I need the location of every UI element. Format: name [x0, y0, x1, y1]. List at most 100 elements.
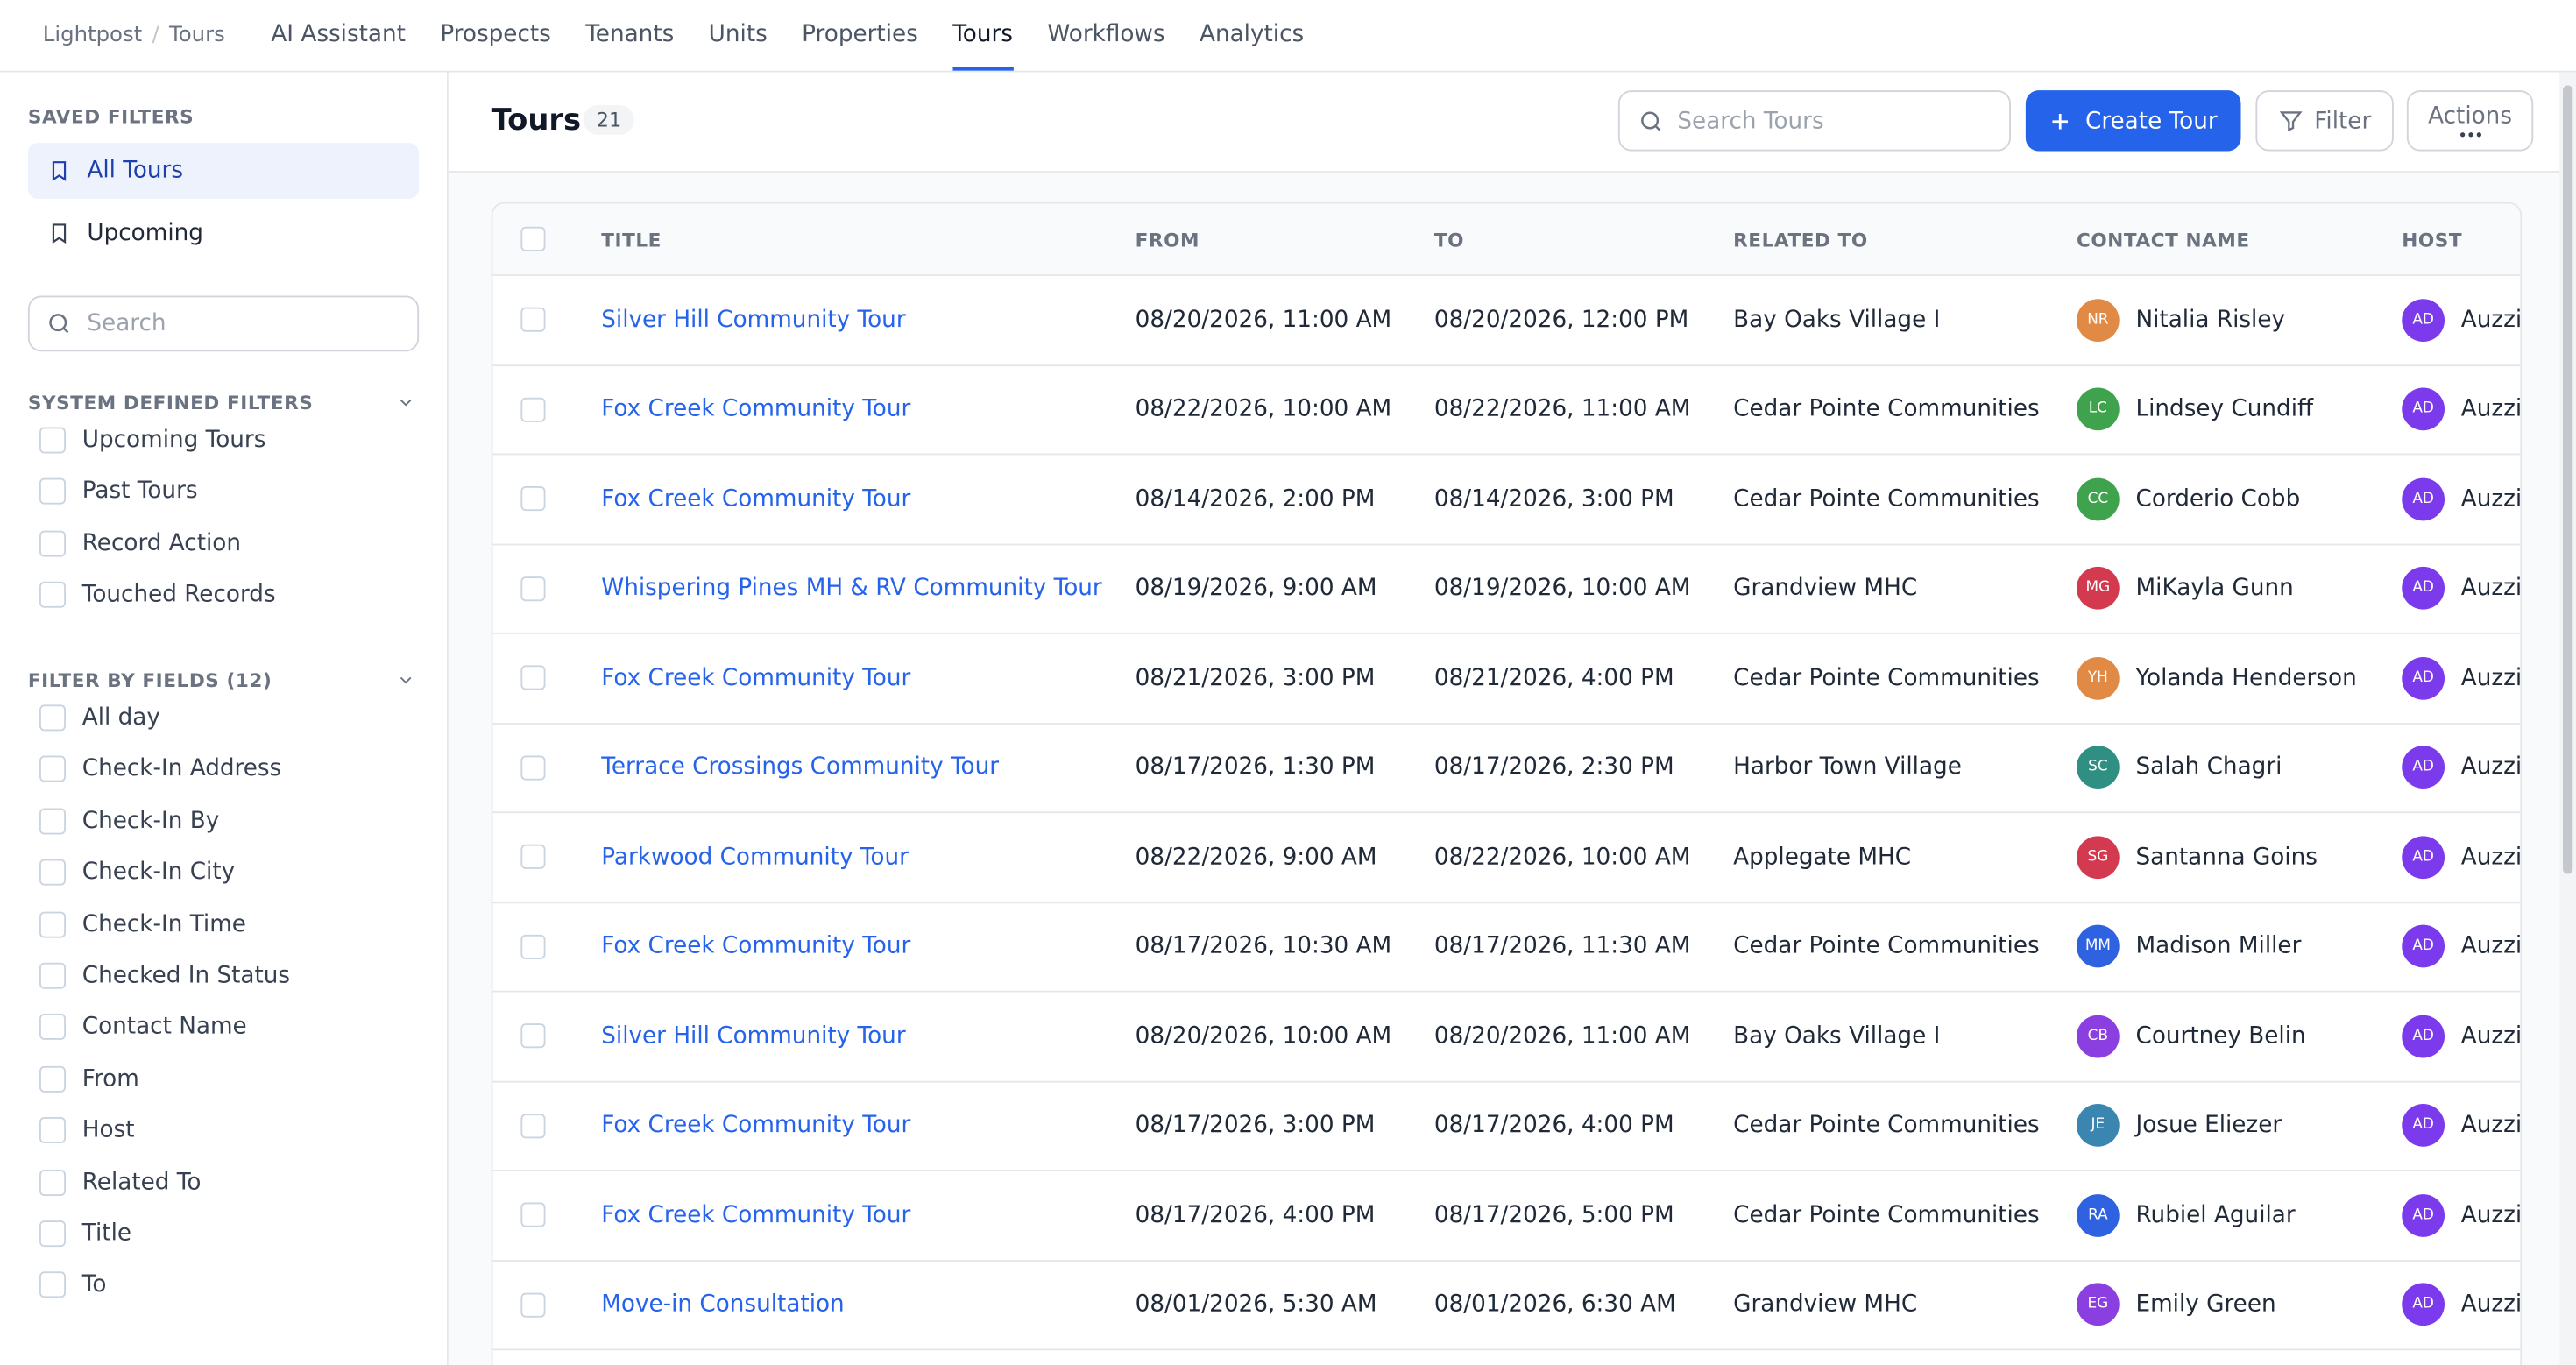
checkbox[interactable] [520, 1023, 546, 1049]
breadcrumb-root[interactable]: Lightpost [42, 23, 143, 48]
tour-title-link[interactable]: Whispering Pines MH & RV Community Tour [601, 575, 1102, 602]
filter-label: Check-In By [81, 808, 220, 835]
create-button[interactable]: Create Tour [2025, 90, 2241, 152]
tour-title-link[interactable]: Parkwood Community Tour [601, 844, 909, 871]
filter-option[interactable]: Checked In Status [39, 962, 290, 989]
checkbox[interactable] [39, 1271, 66, 1298]
actions-button[interactable]: Actions [2406, 90, 2534, 152]
filter-option[interactable]: To [39, 1271, 106, 1298]
checkbox[interactable] [39, 808, 66, 835]
checkbox[interactable] [39, 530, 66, 557]
nav-tab[interactable]: AI Assistant [271, 21, 406, 48]
to-cell: 08/17/2026, 4:00 PM [1433, 1112, 1674, 1139]
filter-button[interactable]: Filter [2255, 90, 2394, 152]
checkbox[interactable] [520, 755, 546, 781]
saved-filter[interactable]: Upcoming [28, 205, 419, 261]
tour-title-link[interactable]: Fox Creek Community Tour [601, 1202, 911, 1229]
filter-option[interactable]: Related To [39, 1169, 201, 1196]
sidebar-search[interactable]: Search [27, 295, 420, 352]
checkbox[interactable] [39, 478, 66, 506]
host-cell: AD Auzzi [2402, 1261, 2520, 1348]
host-cell: AD Auzzi [2402, 455, 2520, 542]
avatar: AD [2402, 477, 2445, 520]
nav-tab[interactable]: Tenants [585, 21, 675, 48]
host-name: Auzzi [2460, 575, 2523, 602]
filter-option[interactable]: Check-In By [39, 808, 220, 835]
checkbox[interactable] [520, 934, 546, 959]
column-header[interactable]: RELATED TO [1733, 227, 1868, 251]
column-header[interactable]: FROM [1135, 227, 1200, 251]
checkbox[interactable] [520, 308, 546, 333]
column-header[interactable]: CONTACT NAME [2077, 227, 2250, 251]
nav-tab[interactable]: Prospects [440, 21, 551, 48]
contact-name: Courtney Belin [2135, 1022, 2306, 1050]
column-header[interactable]: TO [1433, 227, 1465, 251]
checkbox[interactable] [39, 704, 66, 732]
contact-name: Josue Eliezer [2135, 1112, 2282, 1139]
checkbox[interactable] [39, 427, 66, 454]
to-cell: 08/19/2026, 10:00 AM [1433, 575, 1691, 602]
checkbox[interactable] [39, 962, 66, 989]
tour-title-link[interactable]: Fox Creek Community Tour [601, 933, 911, 960]
tour-title-link[interactable]: Terrace Crossings Community Tour [601, 754, 1000, 782]
checkbox[interactable] [520, 1202, 546, 1228]
filter-option[interactable]: All day [39, 704, 160, 732]
filter-option[interactable]: Past Tours [39, 478, 198, 506]
column-header[interactable]: HOST [2402, 227, 2463, 251]
nav-tab[interactable]: Units [708, 21, 768, 48]
tour-title-link[interactable]: Fox Creek Community Tour [601, 664, 911, 691]
to-cell: 08/20/2026, 11:00 AM [1433, 1022, 1691, 1050]
tour-title-link[interactable]: Fox Creek Community Tour [601, 485, 911, 513]
checkbox[interactable] [39, 859, 66, 886]
checkbox[interactable] [39, 1169, 66, 1196]
nav-tab[interactable]: Tours [952, 0, 1013, 71]
checkbox[interactable] [39, 1065, 66, 1093]
search-input[interactable]: Search Tours [1617, 90, 2011, 152]
checkbox[interactable] [520, 845, 546, 870]
checkbox[interactable] [520, 397, 546, 422]
tour-title-link[interactable]: Silver Hill Community Tour [601, 1022, 906, 1050]
checkbox[interactable] [39, 910, 66, 937]
checkbox[interactable] [39, 582, 66, 609]
column-header[interactable]: TITLE [601, 227, 662, 251]
nav-tab[interactable]: Workflows [1047, 21, 1165, 48]
scroll-thumb[interactable] [2563, 85, 2573, 874]
related-cell: Harbor Town Village [1733, 754, 1962, 782]
filter-option[interactable]: From [39, 1065, 139, 1093]
tour-title-link[interactable]: Fox Creek Community Tour [601, 1112, 911, 1139]
filter-option[interactable]: Upcoming Tours [39, 427, 265, 454]
checkbox[interactable] [520, 665, 546, 690]
filter-option[interactable]: Check-In City [39, 859, 235, 886]
checkbox[interactable] [39, 1220, 66, 1248]
avatar: AD [2402, 746, 2445, 789]
create-label: Create Tour [2084, 107, 2218, 134]
filter-option[interactable]: Host [39, 1117, 135, 1144]
contact-name: Lindsey Cundiff [2135, 396, 2314, 423]
filter-option[interactable]: Touched Records [39, 582, 276, 609]
tour-title-link[interactable]: Move-in Consultation [601, 1291, 845, 1319]
checkbox[interactable] [520, 1113, 546, 1138]
saved-filter[interactable]: All Tours [27, 143, 420, 199]
filter-option[interactable]: Title [39, 1220, 131, 1248]
table-row: Fox Creek Community Tour 08/17/2026, 3:00… [492, 1082, 2521, 1171]
nav-tab[interactable]: Properties [802, 21, 918, 48]
nav-tab[interactable]: Analytics [1199, 21, 1305, 48]
search-icon [1638, 108, 1664, 134]
tour-title-link[interactable]: Silver Hill Community Tour [601, 307, 906, 334]
checkbox-cell [520, 545, 546, 633]
host-cell: AD Auzzi [2402, 365, 2520, 453]
filter-option[interactable]: Record Action [39, 530, 241, 557]
checkbox[interactable] [520, 226, 546, 251]
contact-cell: LC Lindsey Cundiff [2077, 365, 2313, 453]
filter-option[interactable]: Contact Name [39, 1014, 247, 1041]
contact-cell: CC Corderio Cobb [2077, 455, 2300, 542]
filter-option[interactable]: Check-In Address [39, 756, 281, 783]
tour-title-link[interactable]: Fox Creek Community Tour [601, 396, 911, 423]
checkbox[interactable] [520, 1292, 546, 1318]
checkbox[interactable] [39, 1014, 66, 1041]
checkbox[interactable] [39, 756, 66, 783]
filter-option[interactable]: Check-In Time [39, 910, 246, 937]
checkbox[interactable] [520, 486, 546, 512]
checkbox[interactable] [520, 576, 546, 601]
checkbox[interactable] [39, 1117, 66, 1144]
